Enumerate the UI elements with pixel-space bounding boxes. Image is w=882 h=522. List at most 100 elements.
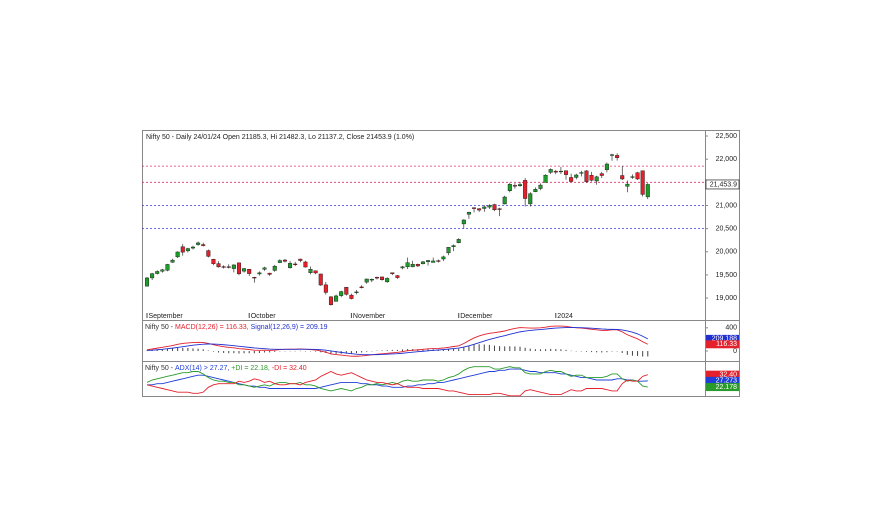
candle-body — [303, 261, 308, 268]
legend-entry: +DI = 22.18, — [231, 365, 270, 372]
candle-body — [344, 287, 349, 295]
candle-body — [492, 204, 497, 211]
candle-body — [466, 211, 471, 215]
histogram-bar — [381, 350, 383, 352]
histogram-bar — [565, 349, 567, 352]
histogram-bar — [427, 349, 429, 352]
histogram-bar — [402, 349, 403, 352]
last-value-box — [706, 370, 739, 379]
candle-body — [293, 263, 298, 265]
histogram-bar — [473, 344, 475, 352]
histogram-bar — [396, 349, 398, 352]
histogram-bar — [637, 351, 639, 356]
histogram-bar — [146, 350, 148, 352]
histogram-bar — [212, 351, 214, 352]
candle-body — [518, 184, 523, 187]
histogram-bar — [197, 348, 199, 352]
histogram-bar — [258, 351, 260, 354]
histogram-bar — [499, 346, 501, 352]
histogram-bar — [621, 351, 623, 353]
histogram-bar — [264, 351, 266, 353]
histogram-bar — [524, 347, 526, 352]
histogram-bar — [156, 349, 158, 352]
candle-body — [349, 294, 354, 299]
candle-body — [405, 262, 410, 268]
candle-body — [620, 175, 625, 180]
candle-body — [502, 196, 507, 205]
candle-body — [548, 169, 553, 173]
candle-body — [170, 259, 175, 263]
candle-body — [308, 268, 313, 274]
x-tick-label: October — [251, 313, 277, 320]
candle-body — [456, 239, 461, 243]
candle-body — [523, 180, 528, 199]
histogram-bar — [483, 344, 485, 352]
candle-body — [472, 207, 477, 209]
series-line — [146, 371, 648, 397]
candle-body — [604, 163, 609, 170]
series-line — [146, 325, 648, 357]
histogram-bar — [243, 351, 245, 354]
histogram-bar — [238, 351, 240, 354]
candle-body — [277, 260, 282, 263]
candle-body — [477, 208, 482, 211]
candle-body — [226, 266, 231, 268]
candle-body — [390, 272, 395, 274]
candle-body — [334, 295, 339, 302]
histogram-bar — [447, 349, 449, 352]
histogram-bar — [391, 349, 393, 352]
series-line — [146, 327, 648, 356]
candle-body — [446, 247, 451, 254]
candle-body — [579, 172, 584, 174]
histogram-bar — [233, 351, 235, 354]
candle-body — [380, 276, 385, 280]
frame — [142, 130, 740, 397]
histogram-bar — [166, 348, 168, 352]
histogram-bar — [631, 351, 633, 356]
histogram-bar — [560, 349, 562, 352]
y-tick-label: 19,500 — [716, 272, 738, 279]
last-value-label: 32.40 — [719, 372, 737, 379]
candle-body — [165, 264, 170, 271]
histogram-bar — [187, 348, 189, 352]
candle-body — [482, 206, 487, 209]
histogram-bar — [493, 345, 495, 352]
histogram-bar — [519, 346, 521, 352]
candle-body — [272, 265, 277, 271]
panel-title: Nifty 50 - — [145, 324, 174, 331]
candle-body — [318, 273, 323, 286]
candle-body — [180, 246, 185, 253]
candle-body — [512, 185, 517, 187]
histogram-bar — [606, 351, 608, 353]
histogram-bar — [463, 347, 465, 352]
histogram-bar — [468, 345, 470, 352]
series-line — [147, 368, 648, 389]
candle-body — [569, 177, 574, 182]
histogram-bar — [504, 346, 506, 352]
candle-body — [221, 266, 226, 268]
histogram-bar — [585, 351, 587, 352]
histogram-bar — [274, 351, 276, 352]
histogram-bar — [555, 349, 557, 352]
candle-body — [395, 275, 400, 278]
candle-body — [507, 184, 512, 191]
candle-body — [262, 267, 267, 270]
candle-body — [420, 261, 425, 265]
candle-body — [231, 264, 236, 269]
candle-body — [236, 262, 241, 275]
histogram-bar — [509, 346, 511, 352]
candle-body — [155, 271, 160, 274]
histogram-bar — [345, 351, 347, 354]
histogram-bar — [350, 351, 352, 354]
candle-body — [400, 266, 405, 269]
panel-title: Nifty 50 - — [145, 365, 174, 372]
candle-body — [323, 284, 328, 293]
y-tick-label: 0 — [733, 348, 737, 355]
histogram-bar — [442, 349, 444, 352]
candle-body — [201, 244, 206, 246]
candle-body — [339, 291, 344, 296]
candle-body — [242, 268, 247, 272]
candle-body — [543, 174, 548, 183]
candle-body — [497, 208, 502, 210]
candle-body — [436, 260, 441, 262]
